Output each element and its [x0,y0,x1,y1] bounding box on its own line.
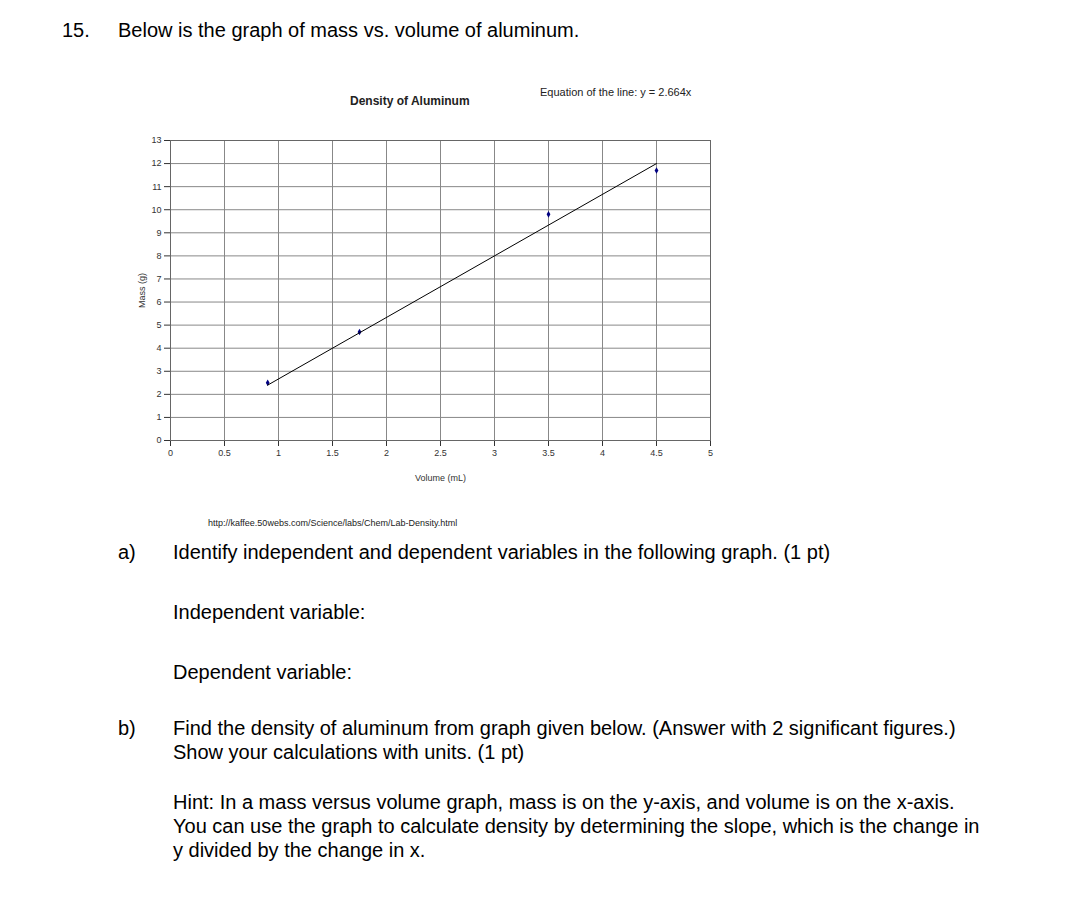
svg-text:1: 1 [276,448,281,458]
html-text:Equation of the line: y = 2.66: Equation of the line: y = 2.664x [540,86,692,98]
svg-text:Volume (mL): Volume (mL) [415,473,466,483]
svg-text:3: 3 [156,366,161,376]
svg-text:1: 1 [156,412,161,422]
svg-text:4.5: 4.5 [650,448,663,458]
svg-text:11: 11 [152,182,161,192]
svg-text:2: 2 [384,448,389,458]
svg-text:0: 0 [156,435,161,445]
svg-text:2: 2 [156,389,161,399]
svg-text:1.5: 1.5 [326,448,339,458]
svg-text:4: 4 [156,343,161,353]
html-text:Density of Aluminum: Density of Aluminum [350,94,470,108]
svg-text:2.5: 2.5 [434,448,447,458]
svg-text:0: 0 [168,448,173,458]
html-text:Dependent variable:: Dependent variable: [173,661,352,683]
html-text:b): b) [118,717,136,739]
svg-text:7: 7 [156,274,161,284]
svg-text:6: 6 [156,297,161,307]
html-text:15.: 15. [62,19,90,41]
svg-text:9: 9 [156,228,161,238]
html-text:Find the density of aluminum f: Find the density of aluminum from graph … [173,717,956,763]
svg-text:Mass (g): Mass (g) [137,273,147,308]
svg-text:5: 5 [156,320,161,330]
html-text:Independent variable:: Independent variable: [173,601,366,623]
svg-text:12: 12 [151,158,161,168]
html-text:Hint: In a mass versus volume: Hint: In a mass versus volume graph, mas… [173,791,980,861]
svg-text:5: 5 [708,448,713,458]
svg-text:8: 8 [156,251,161,261]
svg-text:3: 3 [492,448,497,458]
html-text:Below is the graph of mass vs.: Below is the graph of mass vs. volume of… [118,19,580,41]
svg-text:0.5: 0.5 [218,448,231,458]
svg-text:3.5: 3.5 [542,448,555,458]
html-text:a): a) [118,541,136,563]
svg-text:10: 10 [151,205,161,215]
svg-text:13: 13 [151,135,161,145]
svg-text:4: 4 [600,448,605,458]
html-text:http://kaffee.50webs.com/Scien: http://kaffee.50webs.com/Science/labs/Ch… [208,518,458,528]
html-text:Identify independent and depen: Identify independent and dependent varia… [173,541,831,563]
